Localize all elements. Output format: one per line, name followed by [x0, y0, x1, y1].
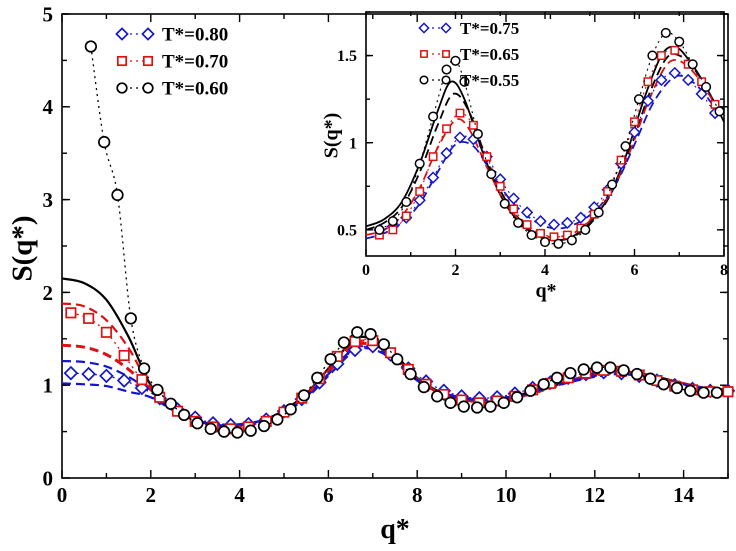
x-tick-label: 12 — [584, 483, 605, 507]
legend-item-t-0.75: T*=0.75 — [418, 19, 519, 38]
main-x-axis-label: q* — [380, 514, 410, 545]
y-tick-label: 3 — [43, 188, 54, 212]
x-tick-label: 14 — [673, 483, 695, 507]
legend-item-t-0.55: T*=0.55 — [419, 71, 519, 90]
axis-ticks: 0 2 4 6 8 0.5 1 1.5 — [337, 11, 728, 279]
y-tick-label: 1 — [43, 374, 54, 398]
inset-chart: 0 2 4 6 8 0.5 1 1.5 T*=0.75 T*=0.65 T*=0.55 — [337, 11, 728, 279]
x-tick-label: 4 — [234, 483, 245, 507]
legend-item-t-0.60: T*=0.60 — [116, 79, 228, 100]
series-t-0.65-data — [374, 45, 720, 242]
legend-item-t-0.65: T*=0.65 — [420, 45, 519, 64]
x-tick-label: 6 — [631, 262, 639, 279]
legend-label: T*=0.80 — [162, 25, 228, 46]
series-t-0.75-data — [373, 66, 722, 237]
inset-y-axis-label: S(q*) — [320, 112, 343, 159]
legend-item-t-0.80: T*=0.80 — [115, 25, 228, 46]
legend-label: T*=0.55 — [460, 71, 519, 90]
series-t-0.55-theory-solid — [365, 45, 725, 242]
x-tick-label: 4 — [541, 262, 549, 279]
plot-frame — [365, 11, 725, 257]
y-tick-label: 1.5 — [337, 48, 357, 65]
legend-label: T*=0.60 — [162, 79, 228, 100]
series-t-0.65-theory-dashed — [365, 58, 716, 239]
legend-label: T*=0.70 — [162, 52, 228, 73]
x-tick-label: 10 — [496, 483, 517, 507]
x-tick-label: 6 — [323, 483, 334, 507]
x-tick-label: 8 — [412, 483, 423, 507]
x-tick-label: 2 — [146, 483, 157, 507]
y-tick-label: 4 — [43, 95, 54, 119]
inset-x-axis-label: q* — [535, 280, 557, 302]
legend-item-t-0.70: T*=0.70 — [116, 52, 228, 73]
series-t-0.75-theory-dashed — [365, 74, 721, 240]
series-t-0.60-data — [84, 40, 724, 439]
y-tick-label: 1 — [349, 135, 357, 152]
x-tick-label: 0 — [362, 262, 370, 279]
series-t-0.55-data — [374, 27, 725, 249]
y-tick-label: 0.5 — [337, 222, 357, 239]
legend: T*=0.80 T*=0.70 T*=0.60 — [115, 25, 228, 100]
y-tick-label: 0 — [43, 466, 54, 490]
legend-label: T*=0.75 — [460, 19, 519, 38]
main-y-axis-label: S(q*) — [6, 215, 39, 282]
x-tick-label: 0 — [57, 483, 68, 507]
legend: T*=0.75 T*=0.65 T*=0.55 — [418, 19, 519, 90]
y-tick-label: 2 — [43, 281, 54, 305]
series-t-0.70-theory-upper — [61, 302, 729, 428]
x-tick-label: 8 — [720, 262, 728, 279]
x-tick-label: 2 — [452, 262, 460, 279]
y-tick-label: 5 — [43, 2, 54, 26]
legend-label: T*=0.65 — [460, 45, 519, 64]
